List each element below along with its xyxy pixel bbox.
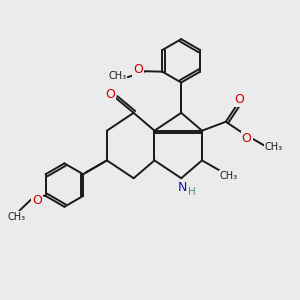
Text: H: H	[188, 187, 196, 197]
Text: O: O	[32, 194, 42, 207]
Text: N: N	[178, 181, 188, 194]
Text: CH₃: CH₃	[108, 71, 126, 81]
Text: O: O	[133, 63, 143, 76]
Text: O: O	[234, 93, 244, 106]
Text: O: O	[106, 88, 116, 101]
Text: CH₃: CH₃	[264, 142, 282, 152]
Text: CH₃: CH₃	[7, 212, 25, 222]
Text: O: O	[242, 132, 251, 145]
Text: CH₃: CH₃	[220, 171, 238, 181]
